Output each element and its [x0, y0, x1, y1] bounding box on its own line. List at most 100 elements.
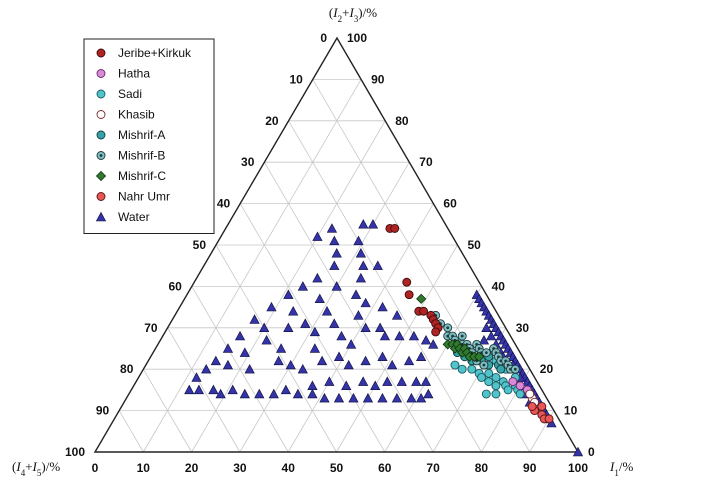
tick-label-left: 70 [144, 321, 158, 335]
data-point [411, 376, 422, 386]
grid-line [142, 79, 362, 453]
data-point [367, 219, 379, 229]
data-point [317, 355, 328, 366]
legend-label: Mishrif-C [118, 169, 166, 183]
tick-label-bottom: 10 [137, 461, 151, 475]
data-point [292, 388, 304, 399]
data-point [312, 231, 323, 241]
triangle-outline [93, 36, 580, 453]
legend-label: Nahr Umr [118, 190, 170, 204]
data-point [309, 343, 320, 353]
data-point [329, 318, 340, 328]
data-point [227, 384, 238, 395]
data-point [184, 384, 195, 395]
series-jeribe-kirkuk [385, 223, 443, 337]
data-point [370, 380, 381, 390]
legend-marker [96, 192, 106, 201]
ternary-frame [93, 36, 580, 453]
data-point [309, 326, 321, 337]
data-point [408, 330, 420, 341]
data-point [537, 402, 547, 411]
data-point [249, 314, 260, 324]
data-point [215, 388, 226, 399]
legend-marker [96, 48, 106, 58]
grid-line [118, 410, 144, 453]
data-point [353, 235, 364, 246]
data-point [307, 388, 318, 399]
ternary-points [184, 219, 584, 457]
data-point [300, 318, 311, 328]
data-point-center [453, 338, 457, 342]
data-point [375, 322, 386, 333]
data-point [391, 392, 403, 403]
data-point [372, 260, 383, 270]
data-point [390, 223, 400, 233]
data-point [360, 322, 371, 333]
legend-marker [96, 110, 106, 119]
data-point [406, 392, 417, 403]
data-point [307, 380, 318, 390]
data-point [333, 392, 345, 403]
data-point [416, 293, 427, 304]
tick-label-bottom: 90 [523, 461, 537, 475]
data-point [450, 360, 460, 370]
data-point-center [484, 351, 488, 355]
data-point [377, 301, 388, 312]
series-water [184, 219, 584, 457]
data-point [331, 248, 342, 258]
data-point [496, 364, 506, 374]
data-point [280, 384, 291, 395]
data-point [336, 330, 347, 341]
tick-label-left: 60 [168, 279, 182, 293]
tick-label-right-edge: 60 [443, 197, 457, 211]
series-khasib [525, 389, 540, 407]
data-point [481, 322, 492, 333]
data-point [312, 272, 323, 283]
data-point [491, 373, 501, 382]
data-point [261, 334, 272, 345]
series-nahr-umr [527, 402, 554, 424]
legend-label: Mishrif-B [118, 149, 165, 163]
legend-label: Khasib [118, 108, 155, 122]
data-point [285, 359, 296, 370]
data-point [268, 388, 279, 399]
data-point [360, 355, 371, 366]
data-point [358, 260, 369, 270]
data-point [343, 359, 354, 370]
data-point [503, 385, 513, 395]
tick-label-right-edge: 100 [347, 31, 367, 45]
data-point [319, 392, 330, 403]
legend-marker [96, 130, 106, 140]
data-point [353, 310, 364, 320]
data-point [515, 389, 525, 399]
data-point [387, 359, 398, 370]
data-point [329, 235, 340, 246]
legend-label: Sadi [118, 87, 142, 101]
legend-label: Hatha [118, 67, 150, 81]
tick-label-left: 90 [96, 404, 110, 418]
data-point [525, 389, 535, 399]
data-point [377, 392, 388, 403]
data-point [416, 351, 427, 361]
data-point [193, 384, 205, 395]
data-point-center [446, 326, 450, 330]
data-point [508, 377, 518, 387]
data-point [474, 351, 485, 362]
data-point [404, 290, 414, 300]
tick-label-bottom: 30 [233, 461, 247, 475]
data-point [239, 347, 250, 357]
axis-title-left: (I4+I5)/% [12, 459, 60, 478]
data-point [222, 343, 234, 353]
legend-marker [95, 211, 107, 222]
tick-label-left: 40 [217, 197, 231, 211]
data-point [191, 372, 202, 382]
data-point [355, 272, 366, 283]
tick-label-bottom: 0 [92, 461, 99, 475]
data-point [259, 322, 270, 333]
data-point [283, 289, 294, 299]
data-point [254, 388, 265, 399]
legend-marker [96, 69, 106, 78]
data-point [201, 363, 212, 374]
data-point [415, 392, 427, 403]
data-point [467, 364, 477, 374]
